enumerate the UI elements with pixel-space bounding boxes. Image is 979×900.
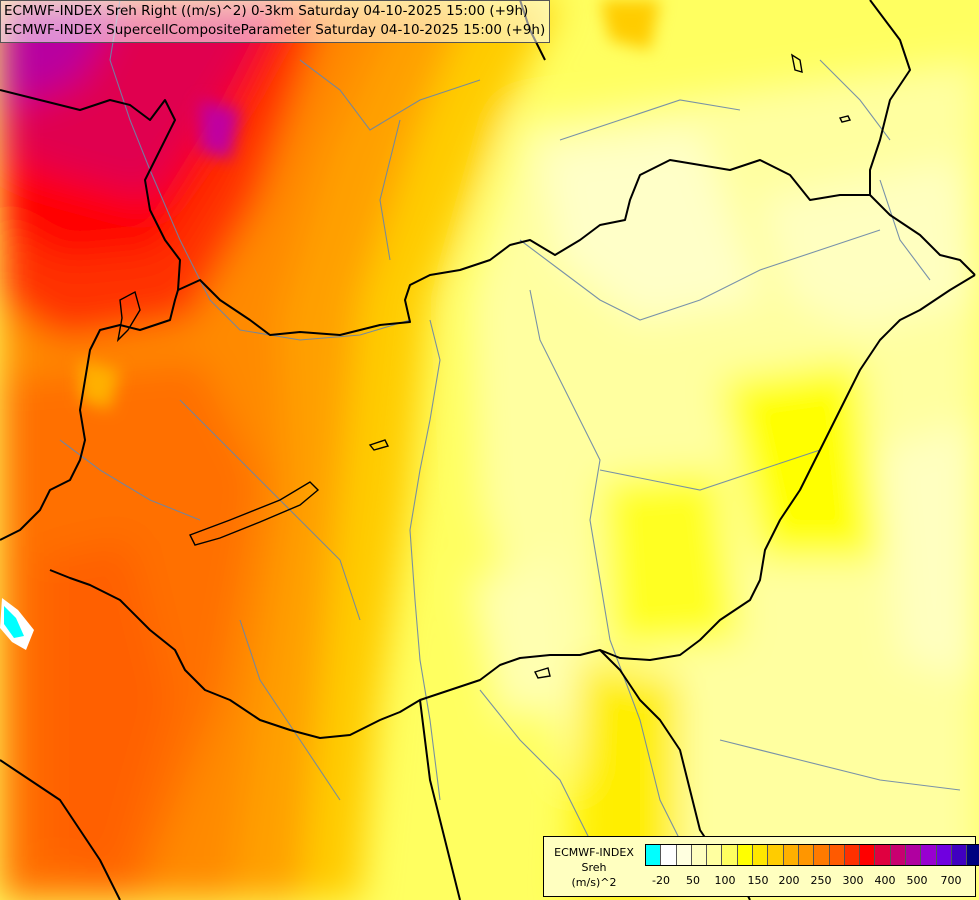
legend-swatch [783, 845, 799, 865]
legend-tick-label: 700 [940, 874, 962, 887]
legend-title-line-1: ECMWF-INDEX [554, 846, 634, 859]
legend-tick-label: 150 [747, 874, 769, 887]
legend-tick-label: -20 [652, 874, 670, 887]
legend-swatch [676, 845, 692, 865]
map-title-line-1: ECMWF-INDEX Sreh Right ((m/s)^2) 0-3km S… [4, 3, 529, 19]
legend-swatch [798, 845, 815, 865]
legend-swatch [829, 845, 845, 865]
lakes [116, 53, 852, 679]
map-title-line-2: ECMWF-INDEX SupercellCompositeParameter … [4, 22, 546, 38]
legend-swatch [737, 845, 754, 865]
legend-tick-label: 50 [686, 874, 700, 887]
legend-swatch [691, 845, 708, 865]
legend-swatch [661, 845, 677, 865]
legend-tick-label: 500 [906, 874, 928, 887]
legend-tick-labels: -20 50 100 150 200 250 300 400 500 700 [645, 874, 975, 888]
legend-swatch [875, 845, 891, 865]
legend-tick-label: 250 [810, 874, 832, 887]
legend-swatch [844, 845, 861, 865]
legend-tick-label: 100 [714, 874, 736, 887]
legend-tick-label: 400 [874, 874, 896, 887]
legend-title-line-2: Sreh [581, 861, 607, 874]
legend-color-bar [645, 844, 979, 866]
legend-swatch [921, 845, 937, 865]
legend-swatch [768, 845, 784, 865]
legend-tick-label: 300 [842, 874, 864, 887]
legend-title: ECMWF-INDEX Sreh (m/s)^2 [548, 845, 640, 890]
legend-swatch [936, 845, 952, 865]
legend-tick-label: 200 [778, 874, 800, 887]
legend-swatch [707, 845, 723, 865]
legend-swatch [890, 845, 907, 865]
legend-swatch [967, 845, 979, 865]
legend-swatch [646, 845, 662, 865]
legend-swatch [951, 845, 968, 865]
legend-swatch [753, 845, 769, 865]
legend-swatch [860, 845, 876, 865]
legend-swatch [814, 845, 830, 865]
legend-swatch [906, 845, 922, 865]
map-title-box: ECMWF-INDEX Sreh Right ((m/s)^2) 0-3km S… [0, 0, 551, 43]
legend-swatch [722, 845, 738, 865]
legend-title-line-3: (m/s)^2 [571, 876, 617, 889]
color-legend: ECMWF-INDEX Sreh (m/s)^2 -20 50 100 150 200 2… [543, 836, 979, 897]
